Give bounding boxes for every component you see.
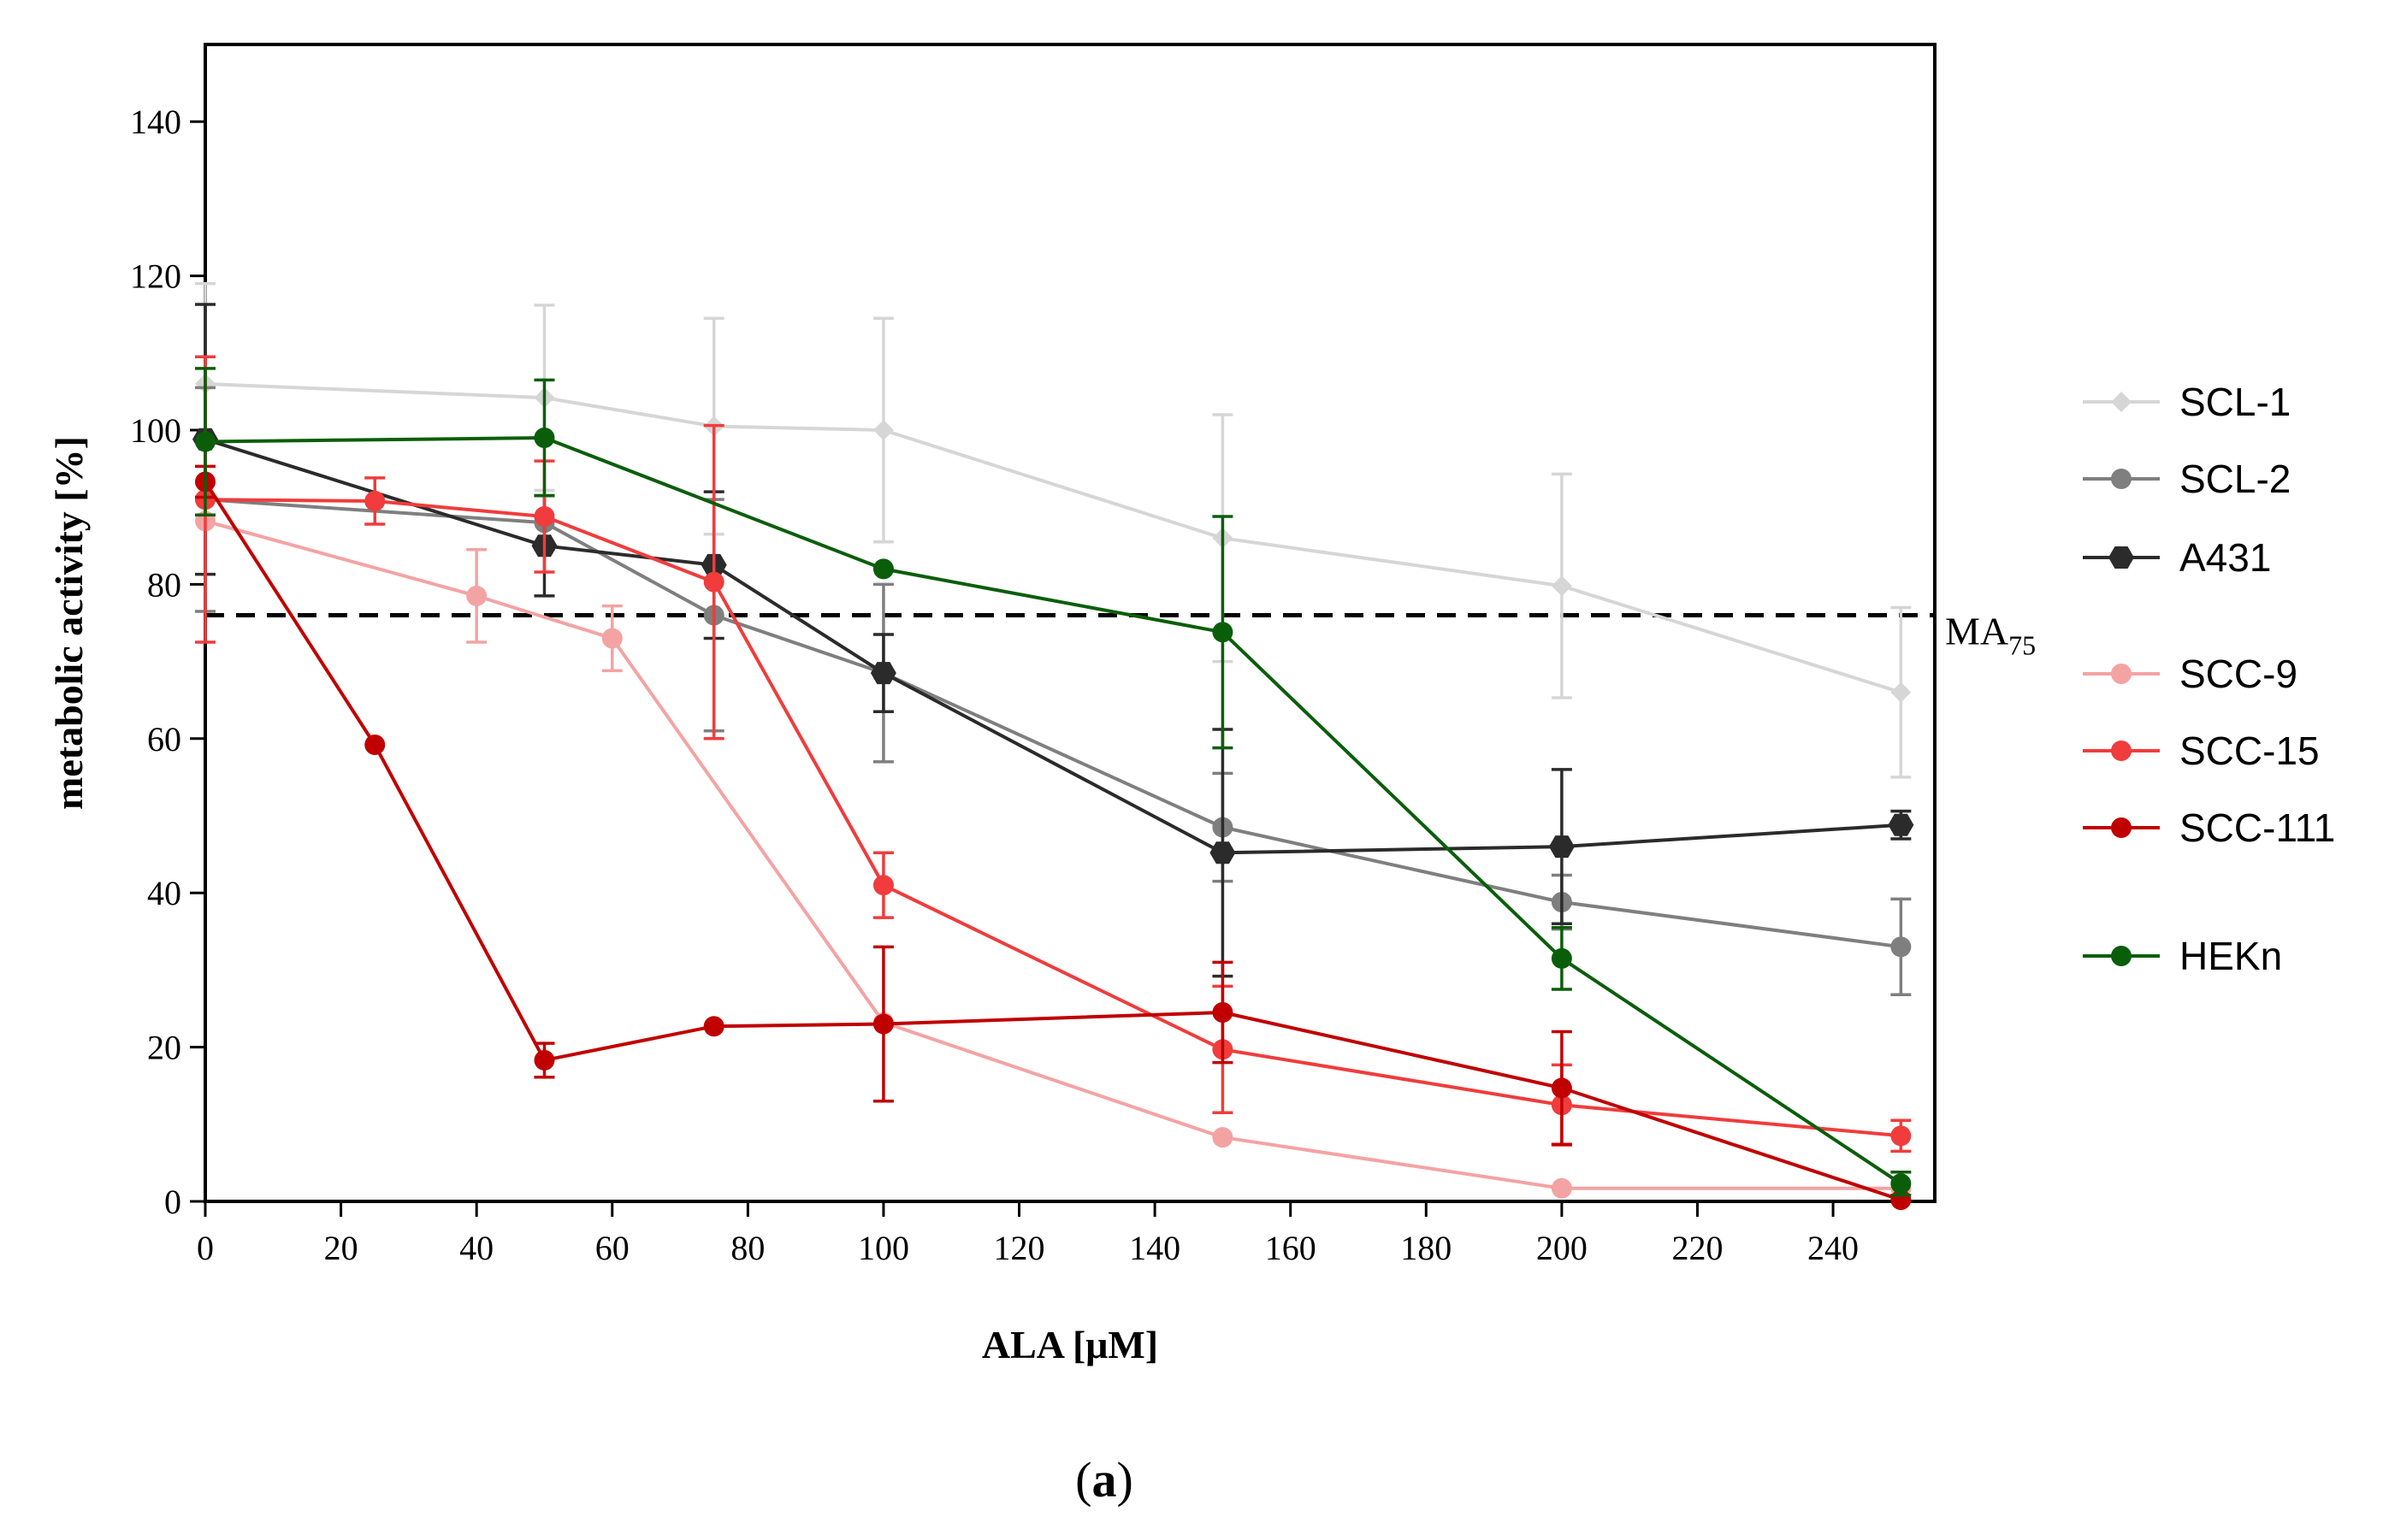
scl-1-line xyxy=(205,384,1901,693)
legend-label: SCL-2 xyxy=(2179,457,2291,501)
y-tick-label: 40 xyxy=(147,874,181,912)
scl-1-point xyxy=(873,420,894,440)
x-tick-label: 0 xyxy=(197,1229,214,1267)
x-tick-label: 60 xyxy=(595,1229,630,1267)
hekn-line xyxy=(205,438,1901,1183)
x-tick-label: 200 xyxy=(1536,1229,1588,1267)
scc-15-point xyxy=(873,875,894,895)
scc-111-point xyxy=(873,1014,894,1035)
scc-9-point xyxy=(466,586,487,606)
caption-close: ) xyxy=(1117,1452,1133,1508)
y-tick-label: 20 xyxy=(147,1029,181,1067)
x-tick-label: 40 xyxy=(459,1229,494,1267)
scl-1-point xyxy=(1552,575,1572,596)
legend-swatch-marker xyxy=(2111,946,2132,966)
scc-111-point xyxy=(364,735,385,755)
metabolic-activity-chart: 0 20 40 60 80 100 120 140 160 180 200 220 240 0 20 40 60… xyxy=(0,0,2383,1540)
ma75-label-main: MA xyxy=(1945,609,2008,652)
legend-item-a431: A431 xyxy=(2083,535,2271,580)
legend-item-scc-9: SCC-9 xyxy=(2083,652,2297,696)
scc-15-point xyxy=(534,506,554,527)
ma75-label-subscript: 75 xyxy=(2008,629,2036,660)
legend-label: SCC-111 xyxy=(2179,805,2335,850)
scc-9-point xyxy=(1212,1127,1233,1148)
y-axis-title: metabolic activity [%] xyxy=(47,436,91,810)
y-tick-label: 100 xyxy=(130,411,181,450)
a431-line xyxy=(205,440,1901,853)
scc-15-line xyxy=(205,499,1901,1136)
y-tick-label: 0 xyxy=(164,1183,181,1221)
x-tick-label: 240 xyxy=(1807,1229,1859,1267)
scc-111-point xyxy=(1552,1077,1572,1098)
scl-1-point xyxy=(1890,682,1911,703)
legend-swatch-marker xyxy=(2111,817,2132,838)
legend-swatch-marker xyxy=(2111,740,2132,761)
scc-111-point xyxy=(1212,1002,1233,1023)
x-tick-label: 160 xyxy=(1265,1229,1316,1267)
hekn-point xyxy=(1890,1173,1911,1194)
a431-point xyxy=(1549,835,1575,858)
scc-9-point xyxy=(1552,1178,1572,1199)
series-scl-2 xyxy=(195,387,1911,994)
caption-letter: a xyxy=(1092,1452,1117,1508)
scc-15-point xyxy=(364,491,385,511)
axes-layer: 0 20 40 60 80 100 120 140 160 180 200 220 240 0 20 40 60… xyxy=(130,44,1935,1267)
series-scc-15 xyxy=(195,357,1911,1151)
a431-point xyxy=(1888,814,1913,836)
x-tick-label: 120 xyxy=(994,1229,1045,1267)
legend-label: HEKn xyxy=(2179,934,2282,978)
y-tick-label: 80 xyxy=(147,565,181,604)
a431-point xyxy=(871,662,896,684)
x-tick-label: 220 xyxy=(1671,1229,1723,1267)
legend-label: A431 xyxy=(2179,535,2271,580)
x-tick-label: 100 xyxy=(858,1229,909,1267)
series-a431 xyxy=(192,304,1913,977)
y-tick-label: 120 xyxy=(130,257,181,296)
scc-111-point xyxy=(704,1016,724,1036)
legend-item-scc-111: SCC-111 xyxy=(2083,805,2335,850)
legend-label: SCC-9 xyxy=(2179,652,2297,696)
y-tick-label: 60 xyxy=(147,720,181,758)
panel-caption: (a) xyxy=(1075,1452,1133,1508)
x-tick-label: 140 xyxy=(1129,1229,1180,1267)
scc-9-line xyxy=(205,521,1901,1188)
scl-2-point xyxy=(1890,936,1911,957)
scc-15-point xyxy=(1890,1125,1911,1146)
x-axis-title: ALA [μM] xyxy=(982,1323,1158,1366)
legend-swatch-marker xyxy=(2111,469,2132,489)
legend-item-scl-2: SCL-2 xyxy=(2083,457,2291,501)
series-scc-111 xyxy=(195,466,1911,1210)
caption-open: ( xyxy=(1075,1452,1091,1508)
legend-item-scl-1: SCL-1 xyxy=(2083,380,2291,424)
scc-9-point xyxy=(602,628,623,649)
legend-swatch-marker xyxy=(2108,546,2134,569)
x-tick-label: 180 xyxy=(1400,1229,1452,1267)
hekn-point xyxy=(195,432,216,452)
series-layer xyxy=(192,284,1913,1211)
series-hekn xyxy=(195,369,1911,1195)
y-tick-label: 140 xyxy=(130,103,181,141)
hekn-point xyxy=(1212,622,1233,642)
a431-point xyxy=(1209,841,1235,864)
ma75-label: MA75 xyxy=(1945,609,2036,660)
hekn-point xyxy=(1552,948,1572,969)
reference-line-layer: MA75 xyxy=(205,609,2036,660)
legend-item-scc-15: SCC-15 xyxy=(2083,729,2320,773)
series-scl-1 xyxy=(195,284,1911,777)
x-tick-label: 80 xyxy=(730,1229,765,1267)
scl-2-line xyxy=(205,499,1901,947)
legend-swatch-marker xyxy=(2111,392,2132,412)
legend-label: SCL-1 xyxy=(2179,380,2291,424)
x-tick-label: 20 xyxy=(324,1229,358,1267)
legend-label: SCC-15 xyxy=(2179,729,2320,773)
scc-15-point xyxy=(704,572,724,593)
hekn-point xyxy=(873,558,894,579)
hekn-point xyxy=(534,428,554,448)
legend-item-hekn: HEKn xyxy=(2083,934,2282,978)
scc-111-point xyxy=(534,1050,554,1071)
legend: SCL-1 SCL-2 A431 SCC-9 SCC-15 SCC-111 HEKn xyxy=(2083,380,2335,978)
legend-swatch-marker xyxy=(2111,664,2132,684)
